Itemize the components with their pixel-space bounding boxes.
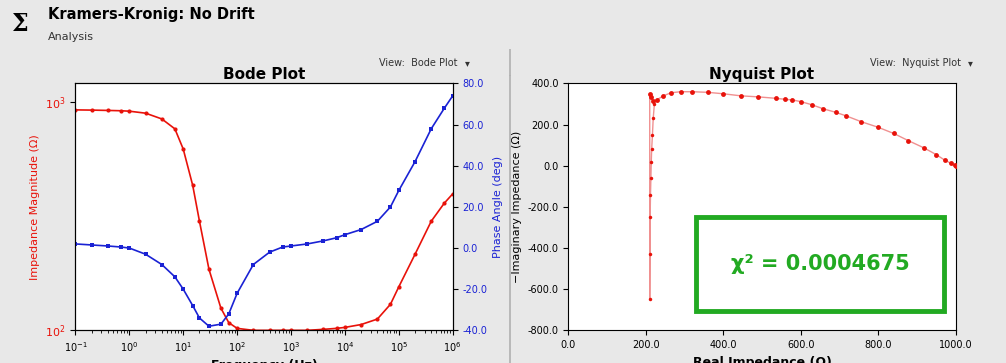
Y-axis label: Phase Angle (deg): Phase Angle (deg) bbox=[493, 156, 503, 258]
Text: ▾: ▾ bbox=[465, 58, 470, 68]
Text: Σ: Σ bbox=[12, 12, 29, 36]
Text: ▾: ▾ bbox=[968, 58, 973, 68]
X-axis label: Frequency (Hz): Frequency (Hz) bbox=[210, 359, 318, 363]
X-axis label: Real Impedance (Ω): Real Impedance (Ω) bbox=[692, 356, 832, 363]
Title: Bode Plot: Bode Plot bbox=[223, 67, 305, 82]
Text: χ² = 0.0004675: χ² = 0.0004675 bbox=[730, 254, 909, 274]
Y-axis label: −Imaginary Impedance (Ω): −Imaginary Impedance (Ω) bbox=[512, 131, 522, 283]
Text: View:  Bode Plot: View: Bode Plot bbox=[379, 58, 458, 68]
FancyBboxPatch shape bbox=[696, 217, 944, 311]
Y-axis label: Impedance Magnitude (Ω): Impedance Magnitude (Ω) bbox=[29, 134, 39, 280]
Text: Analysis: Analysis bbox=[48, 32, 95, 42]
Text: View:  Nyquist Plot: View: Nyquist Plot bbox=[870, 58, 961, 68]
Text: Kramers-Kronig: No Drift: Kramers-Kronig: No Drift bbox=[48, 7, 256, 22]
Title: Nyquist Plot: Nyquist Plot bbox=[709, 67, 815, 82]
